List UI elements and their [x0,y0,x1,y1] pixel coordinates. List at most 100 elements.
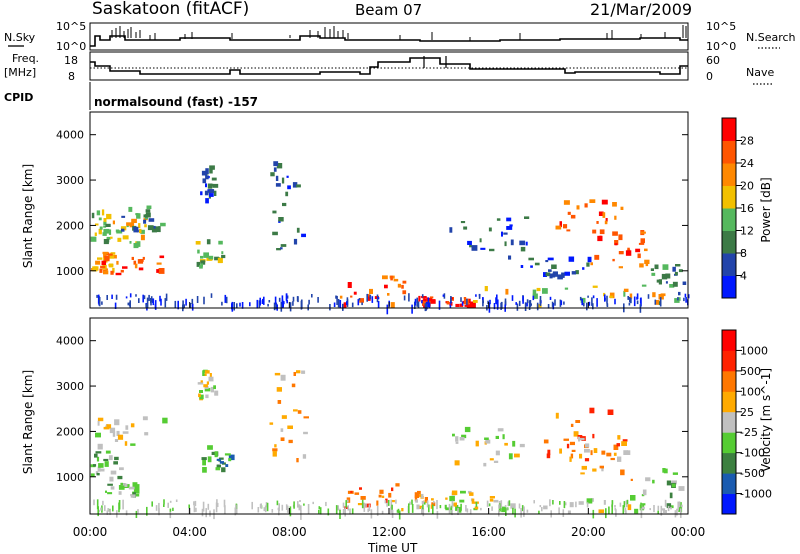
power-ground-scatter [677,297,679,301]
power-data-cell [466,304,472,308]
velocity-data-cell [116,430,120,436]
power-data-cell [678,297,681,301]
velocity-ground-scatter [457,508,459,515]
power-ground-scatter [308,299,310,305]
power-data-cell [206,239,211,245]
power-ground-scatter [461,301,464,306]
power-data-cell [148,218,155,222]
power-data-cell [678,269,683,273]
power-data-cell [640,238,645,244]
power-ground-scatter [551,301,554,307]
power-data-cell [561,272,565,278]
velocity-data-cell [592,468,597,472]
velocity-ground-scatter [339,508,341,512]
power-data-cell [421,296,427,299]
power-ground-scatter [297,296,299,303]
velocity-ground-scatter [649,508,651,511]
velocity-ground-scatter [397,508,400,513]
velocity-ground-scatter [104,505,106,512]
power-colorbar-swatch [722,253,736,276]
velocity-data-cell [559,448,562,454]
power-ground-scatter [342,303,344,311]
velocity-ground-scatter [195,507,197,512]
velocity-ground-scatter [486,500,489,507]
velocity-ground-scatter [347,499,349,503]
power-ground-scatter [482,297,484,301]
velocity-data-cell [445,497,448,500]
velocity-ground-scatter [361,499,364,509]
power-data-cell [501,231,503,237]
velocity-colorbar-swatch [722,473,736,494]
power-data-cell [136,213,141,219]
power-data-cell [587,256,592,263]
velocity-ground-scatter [215,502,218,513]
power-colorbar-swatch [722,230,736,254]
power-data-cell [387,293,390,296]
velocity-data-cell [489,498,494,502]
velocity-data-cell [543,439,549,444]
power-data-cell [629,293,633,299]
velocity-data-cell [613,444,619,450]
velocity-data-cell [630,495,636,501]
velocity-ground-scatter [670,506,672,510]
power-ground-scatter [586,302,588,311]
velocity-data-cell [586,498,593,504]
velocity-ground-scatter [680,508,682,518]
power-data-cell [97,257,103,260]
velocity-data-cell [391,487,394,492]
power-ground-scatter [377,297,380,300]
velocity-ground-scatter [351,508,354,515]
power-ground-scatter [366,293,368,302]
velocity-ground-scatter [122,499,124,510]
power-ground-scatter [628,302,631,306]
velocity-ground-scatter [523,506,525,515]
power-data-cell [205,168,209,174]
velocity-ground-scatter [155,505,158,511]
velocity-data-cell [274,372,281,376]
power-data-cell [658,279,662,285]
power-data-cell [110,252,116,255]
power-data-cell [614,240,619,245]
velocity-data-cell [564,502,567,506]
freq-unit: [MHz] [4,66,36,79]
power-ground-scatter [449,304,452,308]
power-data-cell [563,200,570,205]
velocity-data-cell [592,433,595,439]
power-data-cell [654,300,660,305]
velocity-data-cell [395,483,400,487]
power-ground-scatter [143,295,146,300]
power-data-cell [126,222,132,226]
velocity-data-cell [117,434,124,440]
velocity-data-cell [381,495,385,498]
power-data-cell [650,268,654,271]
velocity-data-cell [641,503,646,506]
velocity-data-cell [669,492,673,499]
velocity-ground-scatter [448,503,451,514]
velocity-data-cell [105,450,111,454]
power-data-cell [94,266,99,271]
velocity-ground-scatter [611,504,613,514]
power-data-cell [200,260,206,265]
velocity-data-cell [620,469,625,476]
power-data-cell [645,261,649,267]
power-ground-scatter [511,295,514,301]
velocity-ground-scatter [112,505,114,512]
velocity-ground-scatter [422,508,425,517]
power-data-cell [401,284,404,289]
velocity-data-cell [211,451,217,455]
power-data-cell [557,274,563,280]
power-data-cell [528,257,534,261]
power-data-cell [614,243,618,246]
velocity-colorbar-tick-label: -100 [740,447,765,460]
power-ground-scatter [127,302,130,306]
velocity-data-cell [678,486,685,491]
velocity-data-cell [584,449,590,453]
velocity-ground-scatter [257,507,260,513]
velocity-data-cell [599,465,604,469]
power-ground-scatter [224,294,227,303]
velocity-data-cell [199,390,203,393]
power-ground-scatter [475,294,477,297]
velocity-data-cell [469,492,474,496]
velocity-data-cell [376,500,379,506]
velocity-data-cell [459,437,465,441]
